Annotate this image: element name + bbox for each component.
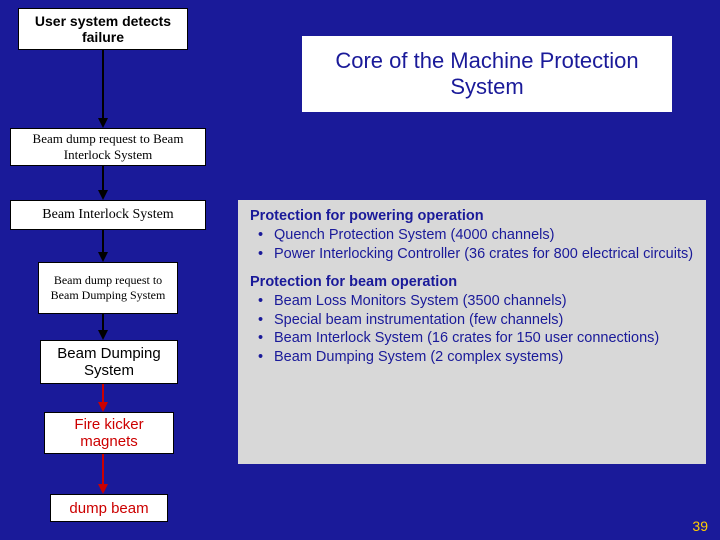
arrow-line <box>102 166 104 192</box>
info-list-2: Beam Loss Monitors System (3500 channels… <box>250 292 694 367</box>
flow-label: dump beam <box>69 500 148 517</box>
arrow-head <box>98 402 108 412</box>
info-heading-1: Protection for powering operation <box>250 208 694 224</box>
flow-label: User system detects failure <box>25 13 181 45</box>
info-item: Special beam instrumentation (few channe… <box>250 311 694 330</box>
info-item: Beam Loss Monitors System (3500 channels… <box>250 292 694 311</box>
info-list-1: Quench Protection System (4000 channels)… <box>250 226 694 264</box>
title-text: Core of the Machine Protection System <box>310 48 664 100</box>
flow-label: Fire kicker magnets <box>51 416 167 450</box>
flow-label: Beam dump request to Beam Interlock Syst… <box>13 131 203 163</box>
arrow-head <box>98 330 108 340</box>
info-item: Quench Protection System (4000 channels) <box>250 226 694 245</box>
flow-node-bds: Beam Dumping System <box>40 340 178 384</box>
flow-label: Beam dump request to Beam Dumping System <box>41 273 175 303</box>
arrow-line <box>102 230 104 254</box>
flow-label: Beam Interlock System <box>42 207 173 223</box>
page-number: 39 <box>692 518 708 534</box>
arrow-line <box>102 384 104 404</box>
info-item: Power Interlocking Controller (36 crates… <box>250 245 694 264</box>
flow-node-request-bis: Beam dump request to Beam Interlock Syst… <box>10 128 206 166</box>
info-item: Beam Interlock System (16 crates for 150… <box>250 329 694 348</box>
arrow-head <box>98 190 108 200</box>
flow-node-fire-kicker: Fire kicker magnets <box>44 412 174 454</box>
flow-label: Beam Dumping System <box>47 345 171 379</box>
flow-node-dump-beam: dump beam <box>50 494 168 522</box>
title-box: Core of the Machine Protection System <box>302 36 672 112</box>
arrow-head <box>98 118 108 128</box>
info-item: Beam Dumping System (2 complex systems) <box>250 348 694 367</box>
info-heading-2: Protection for beam operation <box>250 274 694 290</box>
arrow-line <box>102 454 104 486</box>
arrow-head <box>98 252 108 262</box>
arrow-line <box>102 50 104 120</box>
arrow-head <box>98 484 108 494</box>
flow-node-bis: Beam Interlock System <box>10 200 206 230</box>
flow-node-user-system: User system detects failure <box>18 8 188 50</box>
info-panel: Protection for powering operation Quench… <box>236 198 708 466</box>
flow-node-request-bds: Beam dump request to Beam Dumping System <box>38 262 178 314</box>
